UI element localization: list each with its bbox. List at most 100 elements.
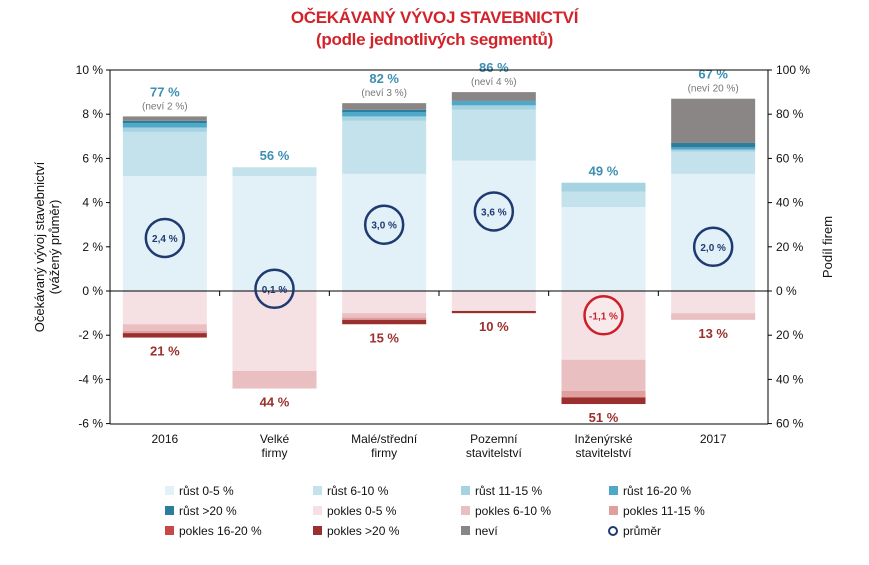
bar-segment (561, 390, 646, 398)
bar-segment (232, 176, 317, 291)
y-tick-label: 8 % (82, 107, 103, 121)
bar-segment (561, 397, 646, 405)
y-tick-label: -6 % (78, 417, 103, 431)
legend-label: pokles 0-5 % (327, 504, 397, 518)
bar-segment (232, 291, 317, 371)
growth-label: 86 % (479, 60, 509, 75)
bar-segment (561, 191, 646, 208)
bar-segment (671, 313, 756, 320)
y2-tick-label: 60 % (776, 417, 804, 431)
y2-tick-label: 20 % (776, 328, 804, 342)
bar-segment (561, 291, 646, 360)
legend-swatch (313, 526, 322, 535)
decline-label: 15 % (369, 330, 399, 345)
legend-label: pokles 11-15 % (623, 504, 705, 518)
category-label: 2016 (151, 432, 178, 446)
decline-label: 51 % (589, 410, 619, 425)
y2-tick-label: 20 % (776, 240, 804, 254)
category-label: firmy (262, 446, 288, 460)
legend-swatch (609, 506, 618, 515)
y-axis-title: (vážený průměr) (47, 200, 62, 295)
category-label: Malé/střední (351, 432, 418, 446)
bar-segment (122, 131, 207, 177)
y-tick-label: -2 % (78, 328, 103, 342)
decline-label: 21 % (150, 344, 180, 359)
bar-segment (122, 330, 207, 334)
bar-segment (561, 359, 646, 391)
average-marker (583, 295, 624, 336)
nevi-label: (neví 2 %) (142, 101, 188, 112)
bar-segment (122, 324, 207, 331)
average-label: 0,1 % (262, 285, 288, 296)
bar-segment (451, 92, 536, 101)
bar-segment (671, 142, 756, 148)
legend-label: průměr (623, 524, 661, 538)
bar-segment (671, 291, 756, 314)
legend-swatch (609, 486, 618, 495)
average-label: 3,6 % (481, 207, 507, 218)
legend-swatch (461, 526, 470, 535)
y2-tick-label: 40 % (776, 372, 804, 386)
bar-segment (451, 105, 536, 110)
bar-segment (122, 123, 207, 128)
bar-segment (342, 313, 427, 318)
bar-segment (451, 291, 536, 311)
growth-label: 82 % (369, 71, 399, 86)
y-axis-title: Očekávaný vývoj stavebnictví (32, 161, 47, 332)
growth-label: 67 % (698, 67, 728, 82)
bar-segment (122, 127, 207, 132)
category-label: stavitelství (575, 446, 632, 460)
legend-swatch (608, 526, 618, 536)
average-label: 3,0 % (371, 221, 397, 232)
y-tick-label: 0 % (82, 284, 103, 298)
legend-swatch (461, 506, 470, 515)
nevi-label: (neví 4 %) (471, 77, 517, 88)
bar-segment (671, 98, 756, 143)
y-tick-label: -4 % (78, 372, 103, 386)
decline-label: 44 % (260, 395, 290, 410)
category-label: 2017 (700, 432, 727, 446)
y2-axis-title: Podíl firem (820, 216, 835, 278)
legend-label: růst 0-5 % (179, 484, 234, 498)
bar-segment (671, 149, 756, 152)
chart-title: OČEKÁVANÝ VÝVOJ STAVEBNICTVÍ (290, 8, 579, 27)
legend-label: pokles 6-10 % (475, 504, 551, 518)
legend-swatch (461, 486, 470, 495)
bar-segment (342, 173, 427, 291)
bar-segment (232, 370, 317, 389)
bar-segment (451, 310, 536, 314)
y-tick-label: 10 % (76, 63, 104, 77)
bar-segment (451, 100, 536, 106)
legend-label: pokles >20 % (327, 524, 400, 538)
chart-subtitle: (podle jednotlivých segmentů) (316, 30, 553, 49)
legend-label: růst >20 % (179, 504, 237, 518)
decline-label: 13 % (698, 326, 728, 341)
y2-tick-label: 60 % (776, 151, 804, 165)
bar-segment (122, 333, 207, 338)
growth-label: 49 % (589, 164, 619, 179)
legend-swatch (165, 486, 174, 495)
category-label: stavitelství (466, 446, 523, 460)
y-tick-label: 6 % (82, 151, 103, 165)
y2-tick-label: 100 % (776, 63, 810, 77)
nevi-label: (neví 3 %) (361, 88, 407, 99)
bar-segment (342, 103, 427, 110)
bar-segment (451, 160, 536, 291)
nevi-label: (neví 20 %) (688, 84, 739, 95)
average-label: 2,0 % (700, 243, 726, 254)
bar-segment (671, 147, 756, 150)
y2-tick-label: 80 % (776, 107, 804, 121)
category-label: Inženýrské (574, 432, 632, 446)
bar-segment (561, 207, 646, 291)
bar-segment (342, 291, 427, 314)
average-marker (254, 268, 295, 310)
legend-label: neví (475, 524, 498, 538)
bar-segment (122, 116, 207, 121)
average-label: -1,1 % (589, 311, 618, 322)
legend-swatch (165, 526, 174, 535)
y-tick-label: 2 % (82, 240, 103, 254)
legend-swatch (313, 486, 322, 495)
growth-label: 77 % (150, 84, 180, 99)
bar-segment (342, 317, 427, 320)
